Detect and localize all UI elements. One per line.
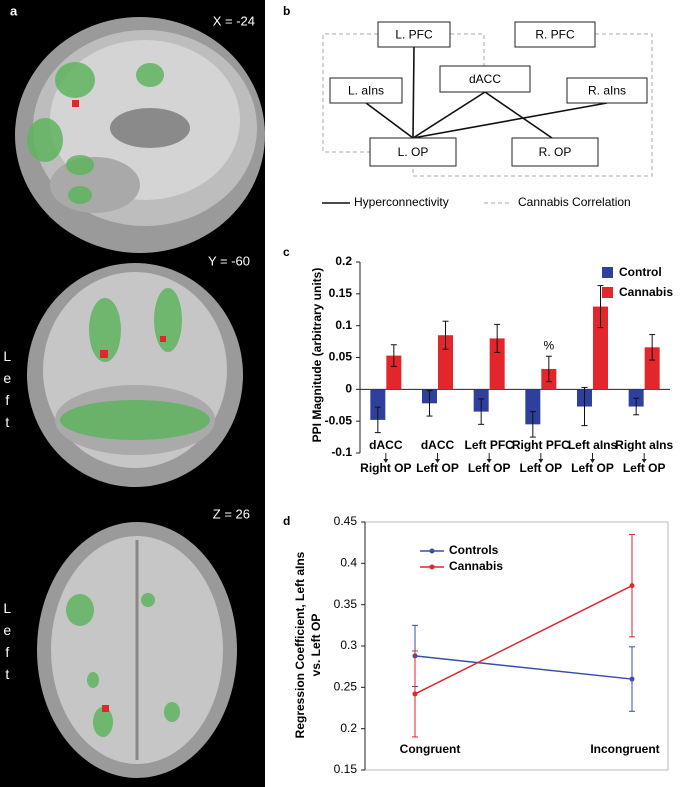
- y-tick-label: 0.25: [334, 680, 358, 694]
- brain-axial: [37, 522, 237, 778]
- node-label: L. aIns: [348, 84, 384, 98]
- x-tick-label: Left OP: [571, 461, 614, 475]
- plot-frame: [364, 521, 669, 771]
- node-box: [566, 77, 648, 104]
- x-tick-label: Left PFC: [464, 438, 514, 452]
- point: [412, 691, 418, 697]
- node-box: [329, 77, 403, 104]
- bar: [386, 355, 402, 390]
- y-axis-label: PPI Magnitude (arbitrary units): [310, 268, 324, 443]
- y-tick-label: 0.1: [335, 318, 352, 332]
- node-label: R. aIns: [588, 84, 626, 98]
- node-box: [377, 21, 451, 48]
- legend-marker: [429, 564, 435, 570]
- x-tick-label: Left OP: [416, 461, 459, 475]
- x-tick-label: Left OP: [519, 461, 562, 475]
- hyperconnectivity-edge: [484, 91, 553, 139]
- correlation-edge: [412, 33, 653, 177]
- side-label: Left: [0, 348, 15, 436]
- y-tick-label: 0: [345, 382, 352, 396]
- y-axis-label: Regression Coefficient, Left aIns: [293, 551, 307, 738]
- panel-label: d: [283, 514, 290, 528]
- y-tick-label: 0.05: [329, 350, 353, 364]
- brain-sagittal: [15, 17, 265, 253]
- x-tick-label: Left OP: [623, 461, 666, 475]
- node-box: [511, 137, 599, 167]
- bar: [525, 389, 541, 425]
- point: [629, 583, 635, 589]
- y-tick-label: -0.05: [325, 413, 353, 427]
- y-tick-label: 0.35: [334, 597, 358, 611]
- side-label: Left: [0, 600, 15, 688]
- arrow-head: [486, 459, 492, 463]
- panel-label: a: [10, 3, 18, 18]
- hyperconnectivity-edge: [412, 102, 608, 139]
- node-label: R. OP: [539, 145, 572, 159]
- correlation-edge: [322, 33, 378, 153]
- correlation-edge: [450, 33, 485, 66]
- legend-label: Control: [619, 265, 662, 279]
- legend-label: Hyperconnectivity: [354, 195, 449, 209]
- y-tick-label: 0.2: [340, 721, 357, 735]
- x-tick-label: Right OP: [360, 461, 411, 475]
- x-tick-label: Left aIns: [568, 438, 618, 452]
- slice-label: Y = -60: [208, 253, 250, 268]
- x-tick-label: Incongruent: [590, 742, 659, 756]
- bar: [644, 347, 660, 390]
- node-box: [514, 21, 596, 48]
- node-label: L. OP: [398, 145, 429, 159]
- arrow-head: [435, 459, 440, 463]
- bar: [489, 338, 505, 390]
- y-tick-label: 0.15: [334, 762, 358, 776]
- brain-coronal: [27, 263, 243, 487]
- x-tick-label: Right aIns: [615, 438, 673, 452]
- arrow-head: [590, 459, 595, 463]
- x-tick-label: Right PFC: [512, 438, 570, 452]
- legend-label: Controls: [449, 543, 499, 557]
- bar: [593, 306, 608, 390]
- y-tick-label: 0.2: [335, 254, 352, 268]
- y-tick-label: 0.45: [334, 514, 358, 528]
- x-tick-label: Congruent: [400, 742, 461, 756]
- legend-swatch: [602, 267, 613, 278]
- arrow-head: [538, 459, 544, 463]
- y-tick-label: -0.1: [331, 445, 352, 459]
- series-line: [414, 584, 633, 695]
- node-box: [439, 65, 531, 93]
- node-box: [369, 137, 457, 167]
- legend-swatch: [602, 287, 613, 298]
- series-line: [414, 655, 633, 680]
- node-label: dACC: [469, 72, 501, 86]
- y-tick-label: 0.4: [340, 556, 357, 570]
- y-tick-label: 0.15: [329, 286, 353, 300]
- panel-label: b: [283, 4, 290, 18]
- node-label: L. PFC: [395, 28, 433, 42]
- legend-label: Cannabis Correlation: [518, 195, 631, 209]
- y-axis-label: vs. Left OP: [309, 614, 323, 677]
- arrow-head: [641, 459, 647, 463]
- annotation: %: [543, 338, 554, 352]
- x-tick-label: dACC: [421, 438, 455, 452]
- legend-label: Cannabis: [619, 285, 673, 299]
- hyperconnectivity-edge: [412, 46, 415, 139]
- x-tick-label: dACC: [369, 438, 403, 452]
- hyperconnectivity-edge: [412, 91, 486, 139]
- x-tick-label: Left OP: [468, 461, 511, 475]
- slice-label: Z = 26: [213, 506, 250, 521]
- arrow-head: [383, 459, 389, 463]
- point: [629, 676, 635, 682]
- bar: [438, 335, 453, 390]
- legend-marker: [429, 548, 435, 554]
- slice-label: X = -24: [213, 13, 255, 28]
- bar: [370, 389, 386, 420]
- hyperconnectivity-edge: [365, 102, 414, 139]
- y-tick-label: 0.3: [340, 638, 357, 652]
- legend-label: Cannabis: [449, 559, 503, 573]
- node-label: R. PFC: [535, 28, 575, 42]
- panel-label: c: [283, 245, 290, 259]
